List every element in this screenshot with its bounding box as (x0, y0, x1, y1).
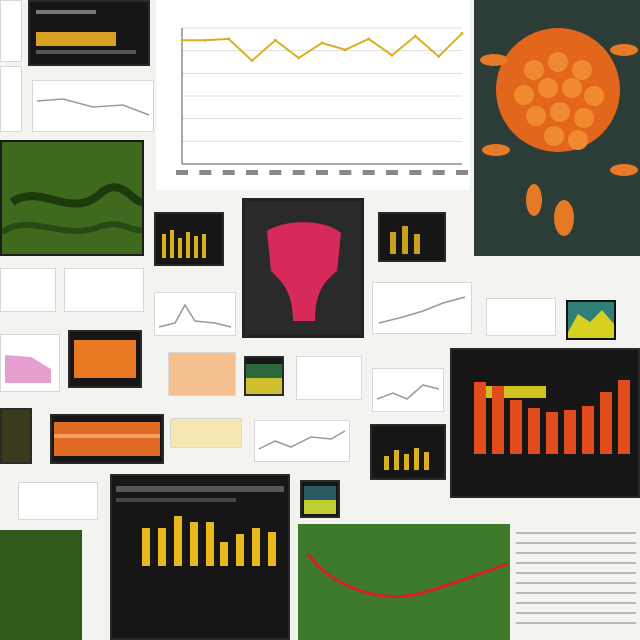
line-chart-thumbnail-mid2 (372, 368, 444, 412)
red-object-graphic (245, 201, 361, 335)
yellow-dark-thumbnail (0, 408, 32, 464)
line-chart-icon (376, 384, 440, 400)
small-chart-thumbnail-2 (64, 268, 144, 312)
bar-chart-icon (162, 230, 206, 258)
x-tick-mark (176, 170, 188, 175)
x-tick-mark (246, 170, 258, 175)
small-chart-thumbnail-4 (372, 282, 472, 334)
x-tick-mark (292, 170, 305, 175)
scribbled-text-block (512, 526, 640, 640)
x-tick-mark (432, 170, 445, 175)
x-tick-mark (456, 170, 468, 175)
tiny-thumbnail-left-2 (0, 66, 22, 132)
landscape-icon (2, 183, 142, 235)
small-chart-thumbnail-5 (486, 298, 556, 336)
dark-chart-thumbnail-right (378, 212, 446, 262)
line-chart-icon (378, 296, 466, 324)
pink-chart-thumbnail (0, 334, 60, 392)
green-foliage-tile (0, 140, 144, 256)
line-chart-thumbnail-bottom-left (18, 482, 98, 520)
x-tick-mark (339, 170, 352, 175)
small-chart-thumbnail-3 (154, 292, 236, 336)
data-point (250, 59, 254, 63)
x-tick-mark (199, 170, 212, 175)
bar-chart-icon (474, 380, 630, 454)
small-line-chart-thumbnail (32, 80, 154, 132)
bar-chart-icon (390, 226, 420, 254)
bar-chart-icon (384, 448, 429, 470)
data-point (273, 38, 277, 42)
tiny-thumbnail-left-top (0, 0, 22, 62)
x-tick-mark (316, 170, 328, 175)
line-chart-icon (5, 355, 51, 383)
data-point (320, 41, 324, 45)
x-tick-mark (222, 170, 235, 175)
line-chart-icon (36, 98, 150, 116)
data-point (367, 37, 371, 41)
x-tick-mark (269, 170, 282, 175)
x-tick-mark (386, 170, 398, 175)
line-chart-thumbnail-center (254, 420, 350, 462)
orange-striped-thumbnail (50, 414, 164, 464)
x-tick-mark (409, 170, 422, 175)
data-point (390, 53, 394, 57)
data-point (413, 34, 417, 38)
green-yellow-thumbnail (244, 356, 284, 396)
data-point (297, 56, 301, 60)
orange-panel-thumbnail (68, 330, 142, 388)
main-line-chart (176, 27, 468, 175)
dark-dashboard-thumbnail (28, 0, 150, 66)
small-teal-thumbnail (300, 480, 340, 518)
line-chart-icon (258, 430, 346, 450)
red-object-frame-tile (242, 198, 364, 338)
data-point (180, 38, 184, 42)
landscape-icon (568, 310, 614, 338)
small-chart-thumbnail-1 (0, 268, 56, 312)
peach-table-thumbnail (168, 352, 236, 396)
dashboard-graphic (36, 10, 136, 54)
orange-panel-graphic (74, 340, 136, 378)
green-field-tile (298, 524, 510, 640)
orange-bar-chart-tile (450, 348, 640, 498)
line-chart-icon (158, 303, 232, 328)
data-point (227, 37, 231, 41)
yellow-bar-chart-tile (110, 474, 290, 640)
data-point (203, 38, 207, 42)
line-chart-thumbnail-mid (296, 356, 362, 400)
data-point (460, 31, 464, 35)
landscape-icon (246, 364, 282, 394)
data-point (437, 55, 441, 59)
green-foliage-tile-bottom (0, 530, 82, 640)
cream-table-thumbnail (170, 418, 242, 448)
flower-image-tile (474, 0, 640, 256)
yellow-bar-thumbnail (154, 212, 224, 266)
yellow-bars-thumbnail-mid (370, 424, 446, 480)
orange-panel-graphic (54, 422, 160, 456)
x-tick-mark (362, 170, 375, 175)
flower-icon (480, 28, 638, 236)
landscape-icon (304, 486, 336, 514)
main-line-chart-panel (156, 0, 470, 190)
bar-chart-icon (116, 486, 284, 566)
series-line (182, 32, 463, 62)
teal-yellow-thumbnail (566, 300, 616, 340)
red-line-graphic (306, 553, 509, 599)
data-point (343, 48, 347, 52)
